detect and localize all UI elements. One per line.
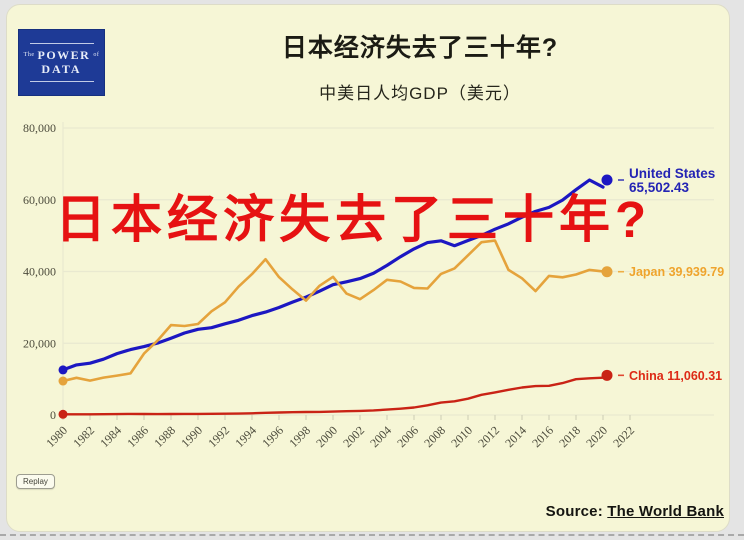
logo-top-rule: [29, 43, 94, 44]
y-tick-label: 40,000: [23, 265, 56, 279]
x-tick-label: 2018: [556, 423, 583, 450]
x-tick-label: 2004: [367, 423, 394, 450]
japan-end-label: Japan 39,939.79: [629, 265, 724, 279]
united-states-end-label-value: 65,502.43: [629, 180, 690, 195]
x-tick-label: 2002: [340, 423, 367, 450]
y-tick-label: 20,000: [23, 336, 56, 350]
source-prefix: Source:: [545, 503, 608, 520]
x-tick-label: 1986: [124, 423, 151, 450]
y-tick-label: 60,000: [23, 193, 56, 207]
united-states-start-dot: [58, 365, 68, 375]
page-title: 日本经济失去了三十年?: [281, 34, 559, 62]
japan-end-dot: [601, 266, 613, 278]
power-of-data-logo: The POWER of DATA: [18, 29, 105, 96]
x-tick-label: 1996: [259, 423, 286, 450]
x-tick-label: 1992: [205, 423, 232, 450]
x-tick-label: 2010: [448, 423, 475, 450]
logo-word-power: POWER: [37, 48, 91, 62]
logo-word-the: The: [23, 52, 35, 58]
x-tick-label: 2014: [502, 423, 529, 450]
china-line: [61, 376, 605, 416]
x-tick-label: 1980: [43, 423, 70, 450]
united-states-end-label-name: United States: [629, 166, 715, 181]
x-tick-label: 1982: [70, 423, 97, 450]
chart-subtitle: 中美日人均GDP（美元）: [319, 84, 521, 103]
x-tick-label: 2006: [394, 423, 421, 450]
x-tick-label: 2020: [583, 423, 610, 450]
x-tick-label: 2008: [421, 423, 448, 450]
x-tick-label: 2016: [529, 423, 556, 450]
x-tick-label: 2012: [475, 423, 502, 450]
logo-bottom-rule: [29, 81, 94, 82]
watermark-text: 日本经济失去了三十年?: [55, 191, 652, 248]
x-tick-label: 1998: [286, 423, 313, 450]
x-tick-label: 1988: [151, 423, 178, 450]
x-tick-label: 1994: [232, 423, 259, 450]
y-tick-label: 80,000: [23, 121, 56, 135]
source-link[interactable]: The World Bank: [607, 503, 724, 520]
y-tick-label: 0: [50, 408, 56, 422]
united-states-end-dot: [601, 174, 613, 186]
japan-line: [61, 239, 605, 383]
x-tick-label: 1984: [97, 423, 124, 450]
replay-button[interactable]: Replay: [16, 474, 55, 489]
japan-start-dot: [58, 376, 68, 386]
x-tick-label: 2000: [313, 423, 340, 450]
china-end-label: China 11,060.31: [629, 369, 722, 383]
china-start-dot: [58, 409, 68, 419]
x-tick-label: 2022: [610, 423, 637, 450]
logo-word-data: DATA: [41, 62, 82, 76]
china-end-dot: [601, 369, 613, 381]
chart-header: 日本经济失去了三十年? 中美日人均GDP（美元）: [130, 28, 710, 104]
perforation-line: [0, 534, 744, 536]
logo-word-of: of: [93, 52, 100, 58]
x-tick-label: 1990: [178, 423, 205, 450]
source-note: Source: The World Bank: [546, 503, 724, 520]
